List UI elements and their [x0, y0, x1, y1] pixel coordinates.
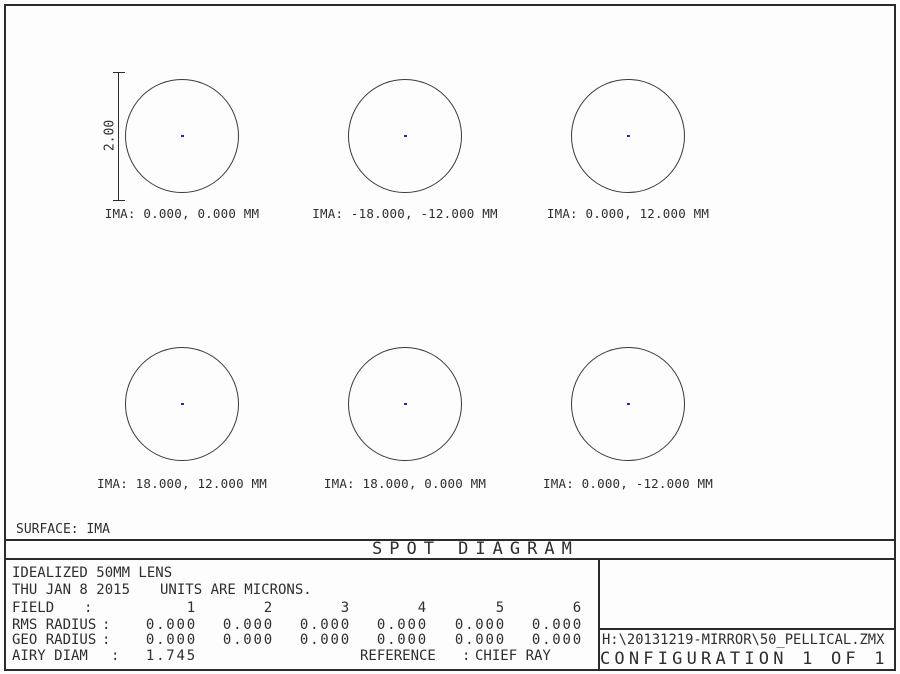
- geo-value-6: 0.000: [531, 632, 583, 648]
- geo-value-1: 0.000: [145, 632, 197, 648]
- field-value-6: 6: [572, 600, 583, 616]
- airy-row-colon: :: [111, 648, 120, 664]
- scale-bar-top-tick: [113, 71, 125, 73]
- scale-bar-bottom-tick: [113, 199, 125, 201]
- rms-value-2: 0.000: [222, 617, 274, 633]
- airy-row-label: AIRY DIAM: [12, 648, 88, 664]
- geo-value-4: 0.000: [376, 632, 428, 648]
- scale-bar-label: 2.00: [102, 119, 118, 152]
- ima-label-field3: IMA: 0.000, 12.000 MM: [546, 206, 710, 221]
- spot-point-field5: [404, 403, 407, 405]
- airy-circle-field3: [571, 79, 685, 193]
- airy-value: 1.745: [145, 648, 197, 664]
- rms-row-colon: :: [102, 617, 111, 633]
- airy-circle-field6: [571, 347, 685, 461]
- title-bar-bottom-line: [4, 558, 896, 560]
- airy-circle-field4: [125, 347, 239, 461]
- field-value-5: 5: [495, 600, 506, 616]
- reference-colon: :: [462, 648, 471, 664]
- ima-label-field4: IMA: 18.000, 12.000 MM: [97, 476, 267, 491]
- date-label: THU JAN 8 2015: [12, 582, 131, 598]
- spot-point-field6: [627, 403, 630, 405]
- spot-point-field1: [181, 135, 184, 137]
- rms-value-3: 0.000: [299, 617, 351, 633]
- field-value-3: 3: [340, 600, 351, 616]
- rms-value-4: 0.000: [376, 617, 428, 633]
- reference-label: REFERENCE: [360, 648, 436, 664]
- airy-circle-field2: [348, 79, 462, 193]
- scale-bar-line: [118, 72, 120, 200]
- configuration-label: CONFIGURATION 1 OF 1: [600, 649, 889, 669]
- field-value-4: 4: [417, 600, 428, 616]
- ima-label-field5: IMA: 18.000, 0.000 MM: [323, 476, 487, 491]
- geo-row-colon: :: [102, 632, 111, 648]
- title-bar-top-line: [4, 539, 896, 541]
- field-row-label: FIELD: [12, 600, 55, 616]
- file-path: H:\20131219-MIRROR\50_PELLICAL.ZMX: [602, 632, 885, 648]
- page-title: SPOT DIAGRAM: [372, 539, 579, 559]
- spot-point-field4: [181, 403, 184, 405]
- outer-frame: [4, 4, 896, 671]
- geo-value-5: 0.000: [454, 632, 506, 648]
- geo-value-3: 0.000: [299, 632, 351, 648]
- field-row-colon: :: [84, 600, 93, 616]
- rms-value-5: 0.000: [454, 617, 506, 633]
- reference-value: CHIEF RAY: [475, 648, 551, 664]
- airy-circle-field1: [125, 79, 239, 193]
- geo-value-2: 0.000: [222, 632, 274, 648]
- rms-value-6: 0.000: [531, 617, 583, 633]
- ima-label-field1: IMA: 0.000, 0.000 MM: [104, 206, 260, 221]
- airy-circle-field5: [348, 347, 462, 461]
- geo-row-label: GEO RADIUS: [12, 632, 97, 648]
- lens-title: IDEALIZED 50MM LENS: [12, 565, 173, 581]
- surface-label: SURFACE: IMA: [16, 522, 110, 537]
- units-note: UNITS ARE MICRONS.: [160, 582, 312, 598]
- config-panel-divider: [598, 558, 600, 670]
- ima-label-field6: IMA: 0.000, -12.000 MM: [543, 476, 713, 491]
- spot-point-field3: [627, 135, 630, 137]
- rms-value-1: 0.000: [145, 617, 197, 633]
- spot-point-field2: [404, 135, 407, 137]
- rms-row-label: RMS RADIUS: [12, 617, 97, 633]
- field-value-1: 1: [186, 600, 197, 616]
- field-value-2: 2: [263, 600, 274, 616]
- ima-label-field2: IMA: -18.000, -12.000 MM: [312, 206, 498, 221]
- config-panel-inner-line: [600, 628, 896, 630]
